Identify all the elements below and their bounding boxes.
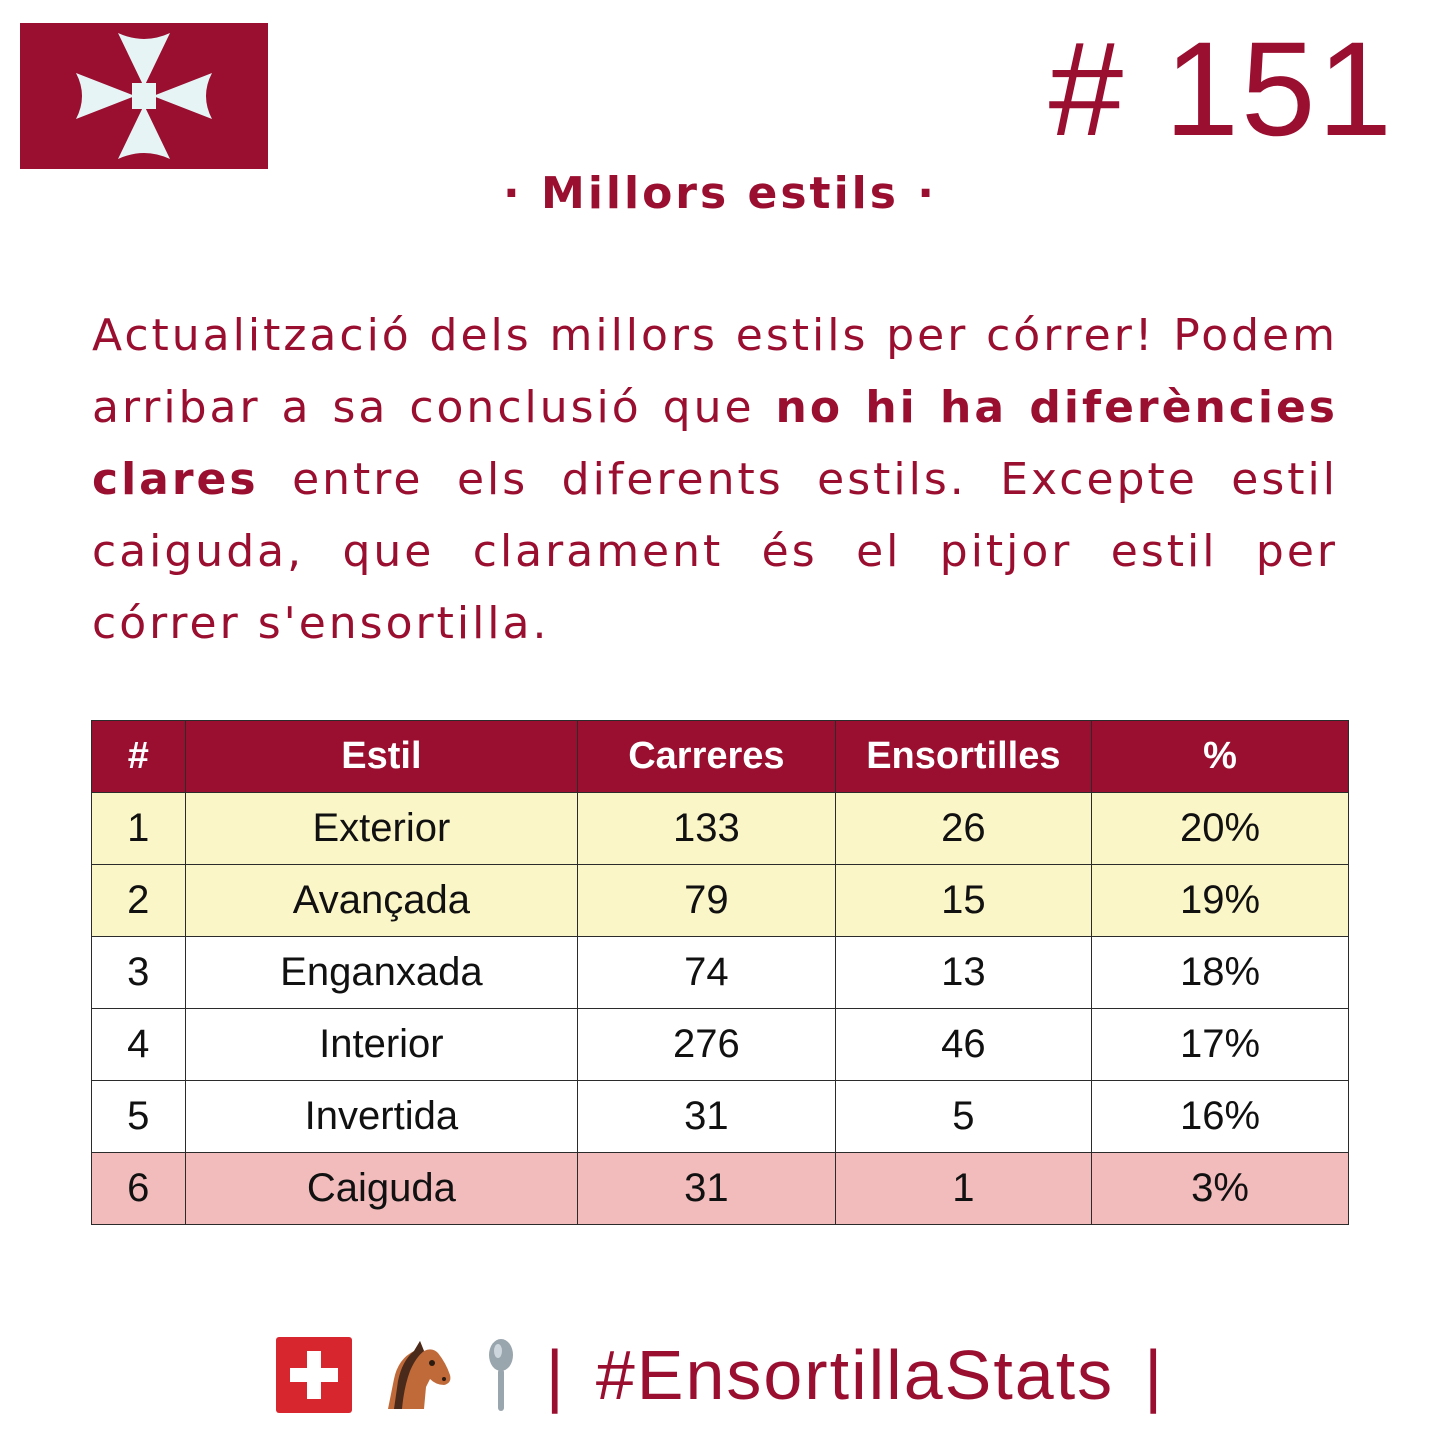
header-style: Estil [184, 720, 579, 793]
intro-bold-text: no hi ha diferències clares [92, 382, 1338, 505]
swiss-flag-icon [275, 1337, 352, 1413]
footer-hashtag: #EnsortillaStats [595, 1336, 1115, 1414]
spoon-icon [488, 1339, 513, 1411]
cell-rank: 4 [91, 1008, 186, 1081]
cell-style: Invertida [184, 1080, 579, 1153]
table-row: 4 Interior 276 46 17% [91, 1008, 1349, 1081]
header-races: Carreres [577, 720, 836, 793]
cell-ensortilles: 15 [834, 864, 1093, 937]
cell-ensortilles: 1 [834, 1152, 1093, 1225]
cell-races: 31 [577, 1152, 836, 1225]
table-row: 1 Exterior 133 26 20% [91, 792, 1349, 865]
cell-ensortilles: 26 [834, 792, 1093, 865]
cell-style: Avançada [184, 864, 579, 937]
maltese-cross-flag-icon [20, 23, 268, 169]
header-percent: % [1091, 720, 1349, 793]
cell-percent: 16% [1091, 1080, 1349, 1153]
section-title: · Millors estils · [503, 168, 937, 219]
cell-percent: 17% [1091, 1008, 1349, 1081]
cell-races: 31 [577, 1080, 836, 1153]
intro-text-2: entre els diferents estils. Excepte esti… [92, 454, 1338, 649]
cell-races: 74 [577, 936, 836, 1009]
cell-rank: 2 [91, 864, 186, 937]
cell-rank: 5 [91, 1080, 186, 1153]
cell-rank: 1 [91, 792, 186, 865]
table-row: 5 Invertida 31 5 16% [91, 1080, 1349, 1153]
table-row: 6 Caiguda 31 1 3% [91, 1152, 1349, 1225]
cell-ensortilles: 13 [834, 936, 1093, 1009]
cell-style: Caiguda [184, 1152, 579, 1225]
header-rank: # [91, 720, 186, 793]
cell-style: Exterior [184, 792, 579, 865]
cell-percent: 3% [1091, 1152, 1349, 1225]
table-row: 2 Avançada 79 15 19% [91, 864, 1349, 937]
footer: | #EnsortillaStats | [0, 1330, 1440, 1420]
cell-ensortilles: 5 [834, 1080, 1093, 1153]
footer-separator-right: | [1144, 1336, 1165, 1414]
table-row: 3 Enganxada 74 13 18% [91, 936, 1349, 1009]
cell-style: Interior [184, 1008, 579, 1081]
table-header-row: # Estil Carreres Ensortilles % [91, 720, 1349, 793]
cell-style: Enganxada [184, 936, 579, 1009]
cell-races: 276 [577, 1008, 836, 1081]
post-number: # 151 [1048, 15, 1394, 164]
header-ensortilles: Ensortilles [834, 720, 1093, 793]
cell-ensortilles: 46 [834, 1008, 1093, 1081]
footer-separator-left: | [545, 1336, 566, 1414]
styles-table: # Estil Carreres Ensortilles % 1 Exterior… [91, 720, 1349, 1225]
cell-percent: 20% [1091, 792, 1349, 865]
cell-rank: 6 [91, 1152, 186, 1225]
cell-percent: 19% [1091, 864, 1349, 937]
horse-head-icon [387, 1341, 451, 1409]
cell-races: 79 [577, 864, 836, 937]
cell-percent: 18% [1091, 936, 1349, 1009]
intro-text-1: Actualització dels millors estils per có… [92, 310, 1338, 433]
cell-rank: 3 [91, 936, 186, 1009]
cell-races: 133 [577, 792, 836, 865]
intro-paragraph: Actualització dels millors estils per có… [92, 300, 1338, 660]
